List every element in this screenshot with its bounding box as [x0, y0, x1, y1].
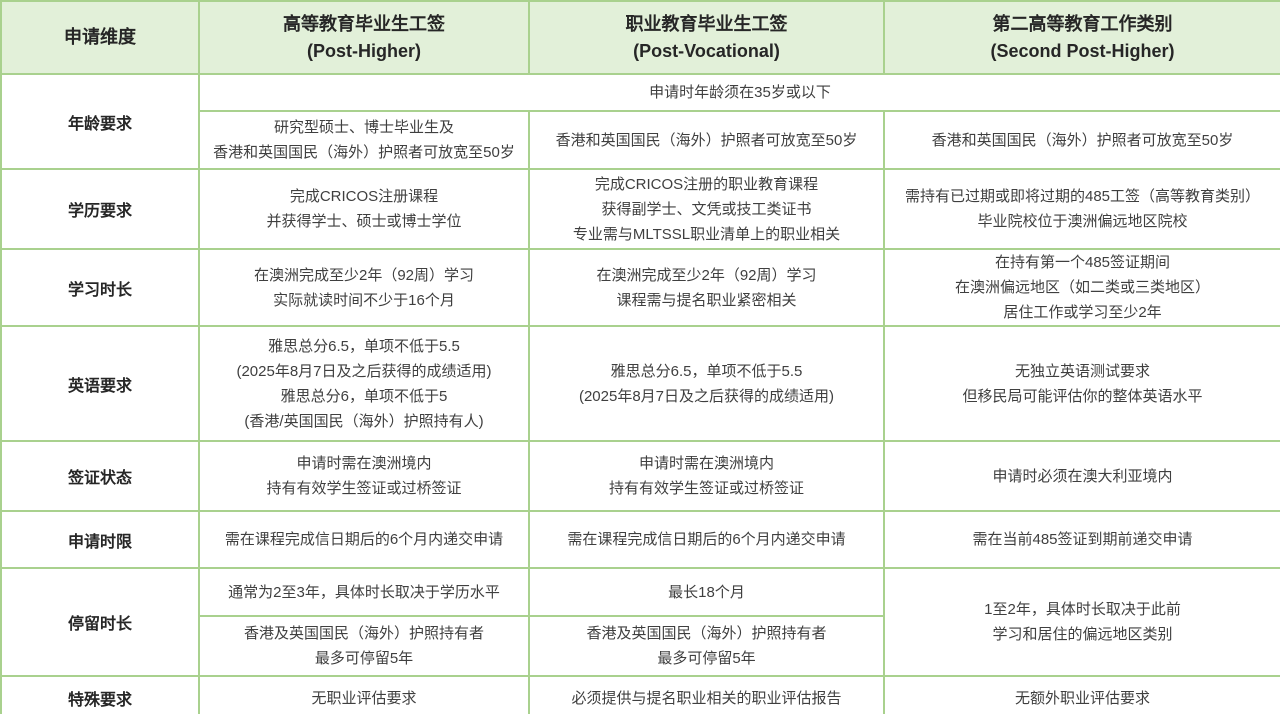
cell-special-post-vocational: 必须提供与提名职业相关的职业评估报告	[528, 675, 885, 714]
table-row-english: 英语要求 雅思总分6.5，单项不低于5.5 (2025年8月7日及之后获得的成绩…	[0, 325, 1280, 442]
cell-deadline-post-higher: 需在课程完成信日期后的6个月内递交申请	[198, 510, 530, 569]
cell-age-second-post-higher: 香港和英国国民（海外）护照者可放宽至50岁	[883, 110, 1280, 170]
cell-age-post-higher: 研究型硕士、博士毕业生及 香港和英国国民（海外）护照者可放宽至50岁	[198, 110, 530, 170]
table-row-stay-duration-hk-uk: 香港及英国国民（海外）护照持有者 最多可停留5年 香港及英国国民（海外）护照持有…	[1, 615, 1280, 677]
cell-special-post-higher: 无职业评估要求	[198, 675, 530, 714]
table-row-study-duration: 学习时长 在澳洲完成至少2年（92周）学习 实际就读时间不少于16个月 在澳洲完…	[0, 248, 1280, 327]
cell-english-post-higher: 雅思总分6.5，单项不低于5.5 (2025年8月7日及之后获得的成绩适用) 雅…	[198, 325, 530, 442]
table-row-age-details: 研究型硕士、博士毕业生及 香港和英国国民（海外）护照者可放宽至50岁 香港和英国…	[1, 110, 1280, 170]
cell-visa-status-post-higher: 申请时需在澳洲境内 持有有效学生签证或过桥签证	[198, 440, 530, 512]
cell-english-post-vocational: 雅思总分6.5，单项不低于5.5 (2025年8月7日及之后获得的成绩适用)	[528, 325, 885, 442]
cell-visa-status-second-post-higher: 申请时必须在澳大利亚境内	[883, 440, 1280, 512]
table-row-special: 特殊要求 无职业评估要求 必须提供与提名职业相关的职业评估报告 无额外职业评估要…	[0, 675, 1280, 714]
cell-stay-duration-post-vocational-hk-uk: 香港及英国国民（海外）护照持有者 最多可停留5年	[528, 615, 885, 677]
row-label-stay-duration: 停留时长	[0, 567, 200, 677]
cell-study-duration-second-post-higher: 在持有第一个485签证期间 在澳洲偏远地区（如二类或三类地区） 居住工作或学习至…	[883, 248, 1280, 327]
table-row-age-shared: 年龄要求 申请时年龄须在35岁或以下	[0, 73, 1280, 170]
cell-stay-duration-post-higher-general: 通常为2至3年，具体时长取决于学历水平	[198, 567, 530, 617]
row-label-visa-status: 签证状态	[0, 440, 200, 512]
table-row-deadline: 申请时限 需在课程完成信日期后的6个月内递交申请 需在课程完成信日期后的6个月内…	[0, 510, 1280, 569]
cell-stay-duration-post-higher-hk-uk: 香港及英国国民（海外）护照持有者 最多可停留5年	[198, 615, 530, 677]
row-label-education-requirement: 学历要求	[0, 168, 200, 250]
row-label-application-deadline: 申请时限	[0, 510, 200, 569]
cell-education-post-higher: 完成CRICOS注册课程 并获得学士、硕士或博士学位	[198, 168, 530, 250]
cell-stay-duration-post-vocational-general: 最长18个月	[528, 567, 885, 617]
cell-deadline-second-post-higher: 需在当前485签证到期前递交申请	[883, 510, 1280, 569]
row-label-special-requirement: 特殊要求	[0, 675, 200, 714]
cell-education-second-post-higher: 需持有已过期或即将过期的485工签（高等教育类别） 毕业院校位于澳洲偏远地区院校	[883, 168, 1280, 250]
row-label-study-duration: 学习时长	[0, 248, 200, 327]
table-row-education: 学历要求 完成CRICOS注册课程 并获得学士、硕士或博士学位 完成CRICOS…	[0, 168, 1280, 250]
header-row: 申请维度 高等教育毕业生工签 (Post-Higher) 职业教育毕业生工签 (…	[0, 0, 1280, 75]
table-row-visa-status: 签证状态 申请时需在澳洲境内 持有有效学生签证或过桥签证 申请时需在澳洲境内 持…	[0, 440, 1280, 512]
cell-study-duration-post-higher: 在澳洲完成至少2年（92周）学习 实际就读时间不少于16个月	[198, 248, 530, 327]
cell-education-post-vocational: 完成CRICOS注册的职业教育课程 获得副学士、文凭或技工类证书 专业需与MLT…	[528, 168, 885, 250]
table-row-stay-duration-general: 停留时长 通常为2至3年，具体时长取决于学历水平 最长18个月 1至2年，具体时…	[0, 567, 1280, 677]
row-label-english-requirement: 英语要求	[0, 325, 200, 442]
cell-special-second-post-higher: 无额外职业评估要求	[883, 675, 1280, 714]
column-header-post-higher: 高等教育毕业生工签 (Post-Higher)	[198, 0, 530, 75]
cell-age-shared: 申请时年龄须在35岁或以下	[198, 73, 1280, 112]
cell-stay-duration-second-post-higher: 1至2年，具体时长取决于此前 学习和居住的偏远地区类别	[883, 567, 1280, 677]
cell-visa-status-post-vocational: 申请时需在澳洲境内 持有有效学生签证或过桥签证	[528, 440, 885, 512]
cell-study-duration-post-vocational: 在澳洲完成至少2年（92周）学习 课程需与提名职业紧密相关	[528, 248, 885, 327]
row-label-age-requirement: 年龄要求	[0, 73, 200, 170]
column-header-dimension: 申请维度	[0, 0, 200, 75]
cell-deadline-post-vocational: 需在课程完成信日期后的6个月内递交申请	[528, 510, 885, 569]
column-header-second-post-higher: 第二高等教育工作类别 (Second Post-Higher)	[883, 0, 1280, 75]
cell-age-post-vocational: 香港和英国国民（海外）护照者可放宽至50岁	[528, 110, 885, 170]
column-header-post-vocational: 职业教育毕业生工签 (Post-Vocational)	[528, 0, 885, 75]
cell-english-second-post-higher: 无独立英语测试要求 但移民局可能评估你的整体英语水平	[883, 325, 1280, 442]
